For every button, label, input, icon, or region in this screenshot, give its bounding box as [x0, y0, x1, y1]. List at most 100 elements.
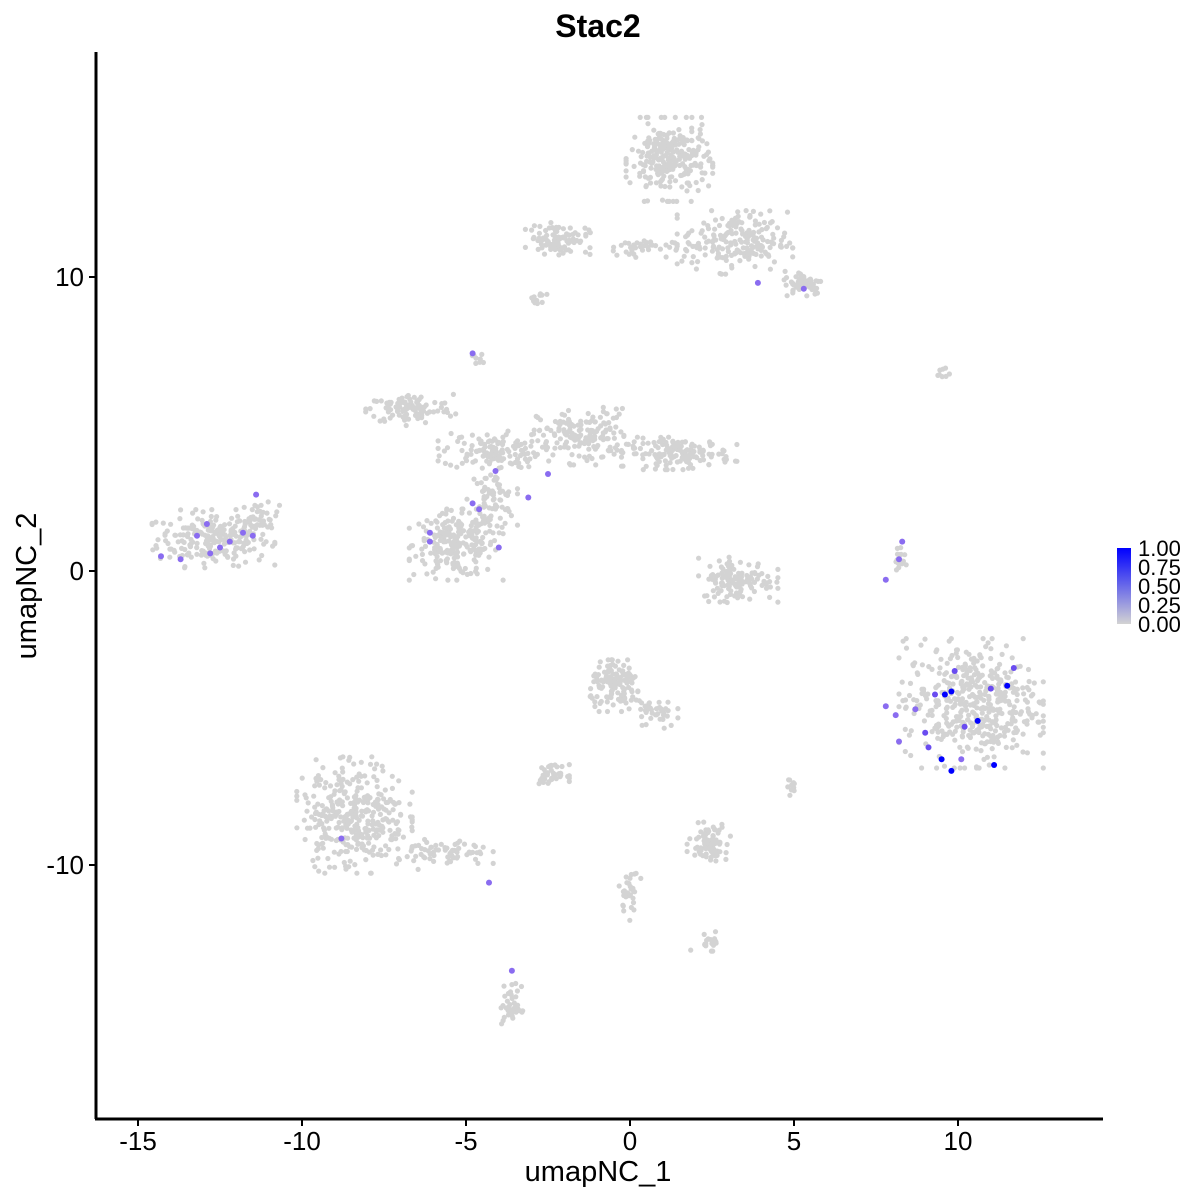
cell-point: [700, 853, 706, 859]
cell-point: [559, 763, 565, 770]
cell-point: [615, 690, 621, 696]
cell-point: [955, 664, 962, 671]
cell-point: [524, 459, 531, 465]
cell-point: [569, 421, 575, 428]
cell-point: [432, 550, 438, 557]
cell-point: [775, 575, 781, 581]
cell-point: [404, 416, 410, 422]
cell-point: [586, 441, 592, 447]
cell-point: [563, 432, 570, 438]
cell-point: [751, 579, 758, 586]
x-tick-label: -15: [119, 1126, 157, 1156]
cell-point: [380, 829, 386, 835]
cell-point: [522, 440, 528, 446]
cell-point: [548, 427, 554, 433]
cell-point: [383, 405, 389, 411]
cell-point: [694, 836, 700, 842]
x-axis-ticks: -15 -10 -5 0 5 10: [119, 1119, 972, 1156]
cell-point: [944, 680, 950, 686]
cell-point: [572, 443, 578, 449]
cell-point: [332, 864, 338, 870]
cell-point: [386, 846, 392, 853]
cell-point: [195, 516, 201, 522]
cell-point: [995, 676, 1002, 682]
cell-point: [565, 407, 572, 414]
cell-point: [514, 456, 521, 462]
cell-point: [729, 231, 735, 237]
cell-point: [605, 663, 611, 669]
cell-point: [618, 708, 625, 715]
cell-point: [323, 780, 329, 786]
cell-point: [960, 729, 966, 735]
cell-point: [1020, 731, 1026, 737]
cell-point: [177, 532, 183, 538]
cell-point: [258, 513, 264, 519]
cell-point: [318, 841, 324, 847]
cell-point: [1028, 693, 1034, 699]
cell-point: [679, 172, 685, 178]
cell-point: [304, 825, 311, 831]
cell-point: [584, 457, 590, 464]
cell-point: [679, 449, 685, 455]
cell-point: [604, 679, 610, 685]
cell-point: [552, 445, 558, 451]
cell-point: [210, 535, 216, 542]
cell-point: [647, 180, 654, 186]
expressing-cell-point: [1004, 682, 1011, 689]
cell-point: [363, 826, 369, 832]
cell-point: [459, 510, 465, 516]
cell-point: [1020, 685, 1026, 691]
color-legend: 1.000.750.500.250.00: [1117, 536, 1181, 637]
cell-point: [710, 588, 716, 594]
expressing-cell-point: [469, 500, 476, 507]
cell-point: [614, 672, 620, 678]
cell-point: [618, 454, 625, 460]
cell-point: [654, 462, 660, 468]
cell-point: [411, 571, 417, 578]
cell-point: [393, 836, 399, 842]
cell-point: [531, 298, 537, 304]
expressing-cell-point: [426, 529, 433, 536]
cell-point: [933, 649, 939, 655]
cell-point: [670, 466, 676, 473]
cell-point: [683, 234, 689, 240]
cell-point: [749, 585, 755, 591]
cell-point: [679, 258, 685, 264]
cell-point: [680, 161, 686, 167]
cell-point: [919, 662, 926, 668]
cell-point: [640, 149, 646, 156]
cell-point: [376, 822, 383, 828]
cell-point: [698, 829, 704, 835]
expressing-cell-point: [892, 712, 899, 719]
cell-point: [389, 773, 395, 779]
cell-point: [294, 793, 300, 799]
cell-point: [566, 461, 573, 467]
cell-point: [645, 440, 651, 446]
cell-point: [771, 259, 778, 265]
cell-point: [720, 447, 726, 453]
cell-point: [598, 685, 605, 691]
cell-point: [645, 138, 651, 144]
cell-point: [1001, 729, 1008, 735]
cell-point: [907, 680, 914, 687]
cell-point: [723, 257, 729, 263]
cell-point: [454, 464, 460, 470]
cell-point: [433, 576, 439, 582]
cell-point: [575, 422, 581, 428]
cell-point: [621, 908, 627, 914]
cell-point: [383, 807, 389, 813]
cell-point: [648, 715, 654, 721]
cell-point: [682, 151, 688, 157]
cell-point: [683, 166, 689, 172]
cell-point: [734, 220, 741, 226]
cell-point: [957, 701, 964, 707]
cell-point: [902, 697, 909, 703]
cell-point: [272, 539, 278, 545]
cell-point: [653, 148, 660, 154]
cell-point: [390, 817, 396, 823]
cell-point: [993, 691, 999, 697]
cell-point: [710, 239, 716, 245]
cell-point: [767, 594, 773, 601]
cell-point: [604, 699, 610, 705]
cell-point: [301, 817, 307, 823]
